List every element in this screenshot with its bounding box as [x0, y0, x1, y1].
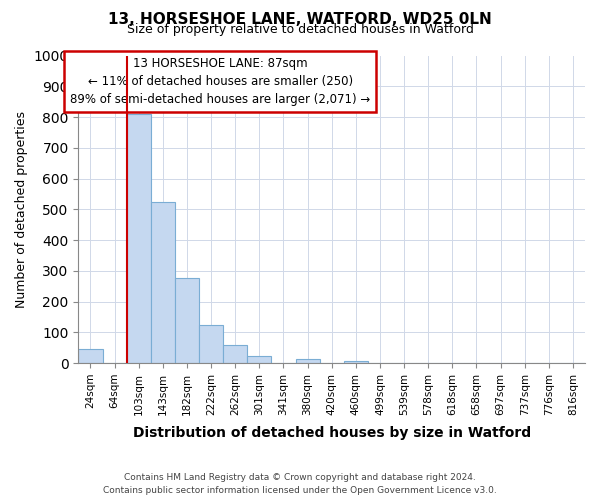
- Bar: [344, 360, 368, 363]
- Text: 13 HORSESHOE LANE: 87sqm
← 11% of detached houses are smaller (250)
89% of semi-: 13 HORSESHOE LANE: 87sqm ← 11% of detach…: [70, 57, 370, 106]
- Bar: [223, 345, 247, 363]
- Bar: [199, 324, 223, 363]
- Text: Contains HM Land Registry data © Crown copyright and database right 2024.
Contai: Contains HM Land Registry data © Crown c…: [103, 474, 497, 495]
- Y-axis label: Number of detached properties: Number of detached properties: [15, 111, 28, 308]
- Bar: [175, 278, 199, 363]
- Text: 13, HORSESHOE LANE, WATFORD, WD25 0LN: 13, HORSESHOE LANE, WATFORD, WD25 0LN: [108, 12, 492, 28]
- Bar: [79, 348, 103, 363]
- X-axis label: Distribution of detached houses by size in Watford: Distribution of detached houses by size …: [133, 426, 531, 440]
- Text: Size of property relative to detached houses in Watford: Size of property relative to detached ho…: [127, 22, 473, 36]
- Bar: [247, 356, 271, 363]
- Bar: [296, 358, 320, 363]
- Bar: [151, 202, 175, 363]
- Bar: [127, 114, 151, 363]
